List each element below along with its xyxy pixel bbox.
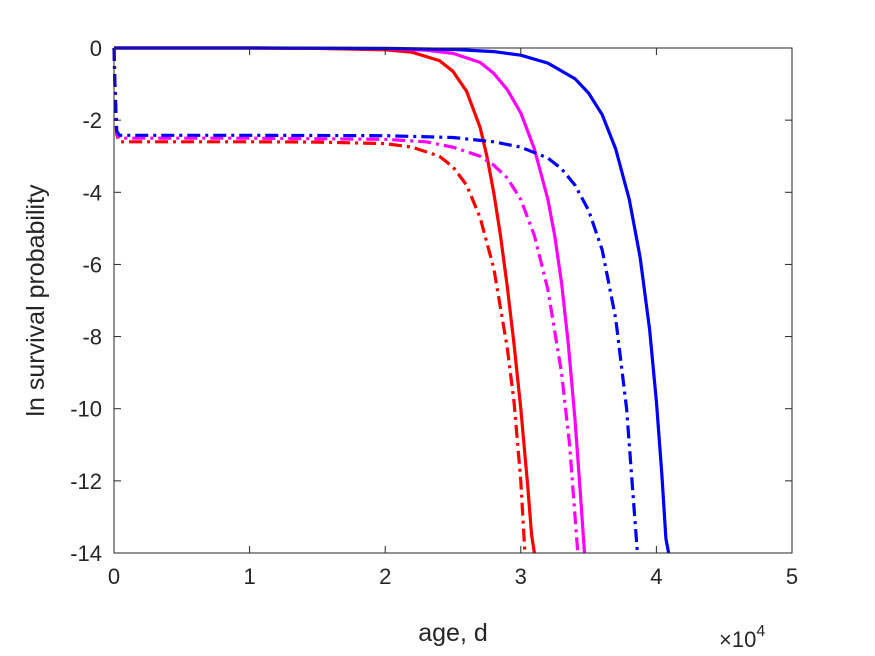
y-axis-label: ln survival probability <box>22 184 50 417</box>
y-tick-label: -2 <box>82 108 102 133</box>
tick-layer: 0 1 2 3 4 5 0 -2 -4 -6 -8 -10 -12 -14 <box>70 36 798 589</box>
x-tick-label: 4 <box>650 564 662 589</box>
x-tick-label: 0 <box>108 564 120 589</box>
y-tick-label: 0 <box>90 36 102 61</box>
series-line-3 <box>114 46 671 554</box>
x-tick-label: 3 <box>515 564 527 589</box>
series-line-4 <box>112 47 527 554</box>
x-tick-label: 5 <box>786 564 798 589</box>
x-axis-multiplier-base: ×10 <box>719 627 756 652</box>
x-tick-label: 1 <box>243 564 255 589</box>
x-tick-label: 2 <box>379 564 391 589</box>
y-tick-label: -12 <box>70 469 102 494</box>
series-layer <box>112 46 671 554</box>
y-tick-label: -8 <box>82 325 102 350</box>
x-axis-multiplier: ×104 <box>719 623 765 652</box>
x-axis-label: age, d <box>418 619 488 647</box>
y-tick-label: -10 <box>70 397 102 422</box>
y-tick-label: -6 <box>82 252 102 277</box>
y-tick-label: -4 <box>82 180 102 205</box>
plot-area-frame <box>113 47 793 554</box>
series-line-6 <box>112 47 639 554</box>
y-tick-label: -14 <box>70 541 102 566</box>
x-axis-multiplier-exponent: 4 <box>756 623 765 640</box>
series-line-5 <box>112 47 580 554</box>
